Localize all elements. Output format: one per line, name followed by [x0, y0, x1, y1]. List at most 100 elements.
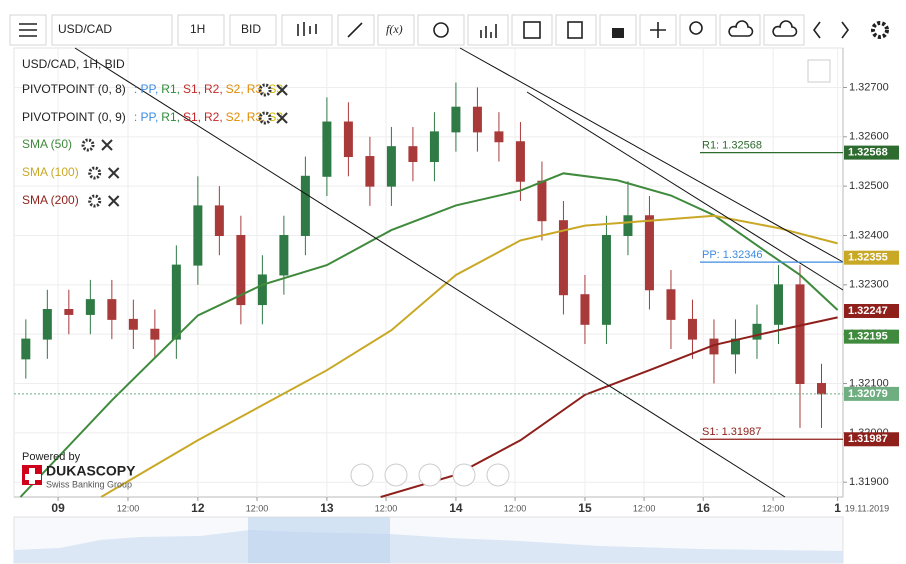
indicator-level: R2, [204, 110, 223, 124]
candle-body [816, 383, 826, 395]
candle-body [494, 131, 504, 143]
settings-button[interactable] [871, 21, 889, 39]
candle-body [687, 318, 697, 340]
x-tick-label: 09 [51, 501, 65, 515]
price-tag [844, 303, 899, 318]
candle-body [580, 294, 590, 325]
nav-right[interactable] [486, 463, 510, 487]
legend-label: SMA (50) [22, 137, 72, 151]
candle-body [515, 141, 525, 182]
overlay: R1: 1.32568 PP: 1.32346 S1: 1.31987 1.32568… [14, 140, 899, 447]
pivot-label: R1: 1.32568 [702, 140, 762, 152]
x-tick-label: 1 [834, 501, 841, 515]
prev-button[interactable] [813, 21, 821, 39]
brand: DUKASCOPY [46, 463, 136, 479]
candle-body [752, 323, 762, 340]
candle-body [451, 106, 461, 133]
zoom-button[interactable] [679, 14, 717, 46]
settings-icon [88, 194, 102, 208]
upload-button[interactable] [719, 14, 761, 46]
fx-button[interactable] [377, 14, 415, 46]
indicator-level: : PP, [134, 82, 158, 96]
bars-icon [480, 24, 497, 38]
y-tick-label: 1.32500 [849, 180, 889, 192]
powered-by: Powered by [22, 451, 81, 463]
report-button[interactable] [555, 14, 597, 46]
x-tick-label: 12:00 [246, 503, 269, 513]
download-button[interactable] [763, 14, 805, 46]
timeframe-select[interactable] [177, 14, 225, 46]
symbol-select[interactable] [51, 14, 173, 46]
trend-line [459, 47, 844, 263]
x-tick-label: 12:00 [633, 503, 656, 513]
candle-body [666, 289, 676, 320]
candle-body [279, 234, 289, 276]
timeframe: 1H [190, 22, 205, 36]
candle-body [300, 175, 310, 236]
candle-body [64, 309, 74, 315]
nav-left[interactable] [350, 463, 374, 487]
indicator-level: S2, [226, 82, 244, 96]
y-tick-label: 1.32100 [849, 377, 889, 389]
indicator-level: R3, [247, 110, 266, 124]
settings-icon [88, 166, 102, 180]
navigator-window[interactable] [248, 517, 390, 563]
indicator-level: R2, [204, 82, 223, 96]
trend-line [74, 47, 786, 498]
y-tick-label: 1.32600 [849, 131, 889, 143]
chart-type-button[interactable] [281, 14, 333, 46]
settings-icon [81, 138, 95, 152]
price-tag [844, 329, 899, 344]
pencil-icon [347, 22, 363, 38]
candle-body [429, 131, 439, 162]
info-button[interactable] [417, 14, 465, 46]
candle-body [322, 121, 332, 177]
price-tag-label: 1.32195 [848, 331, 888, 343]
pivot-label: S1: 1.31987 [702, 426, 761, 438]
indicator-level: R3, [247, 82, 266, 96]
price-tag [844, 432, 899, 447]
candle-body [214, 205, 224, 236]
candle-body [128, 318, 138, 330]
candle-body [623, 215, 633, 236]
candle-body [773, 284, 783, 325]
fx-label: f(x) [386, 22, 403, 36]
price-tag [844, 250, 899, 265]
nav-zoom-out[interactable] [384, 463, 408, 487]
indicator-level: S2, [226, 110, 244, 124]
price-tag [844, 386, 899, 401]
candle-body [408, 146, 418, 162]
candle-body [644, 215, 654, 291]
candle-body [386, 146, 396, 187]
y-tick-label: 1.31900 [849, 476, 889, 488]
nav-zoom-in[interactable] [452, 463, 476, 487]
price-tag-label: 1.32355 [848, 252, 888, 264]
menu-icon [19, 23, 37, 37]
next-button[interactable] [841, 21, 849, 39]
trend-line [526, 91, 844, 291]
x-tick-label: 12 [191, 501, 205, 515]
x-tick-label: 12:00 [504, 503, 527, 513]
navigator-area [14, 530, 843, 563]
candle-body [257, 274, 267, 306]
chart-title: USD/CAD, 1H, BID [22, 57, 125, 71]
x-tick-label: 12:00 [762, 503, 785, 513]
tagline: Swiss Banking Group [46, 479, 132, 489]
remove-icon [276, 112, 288, 124]
indicator-level: R1, [161, 110, 180, 124]
indicator-level: R1, [161, 82, 180, 96]
crosshair-icon [650, 22, 666, 38]
x-tick-label: 12:00 [375, 503, 398, 513]
side-select[interactable] [229, 14, 277, 46]
calendar-button[interactable] [511, 14, 553, 46]
expand-button[interactable] [807, 59, 831, 83]
candles-icon [297, 22, 317, 36]
nav-reset[interactable] [418, 463, 442, 487]
bars-button[interactable] [467, 14, 509, 46]
legend-label: SMA (200) [22, 193, 79, 207]
x-tick-label: 16 [697, 501, 711, 515]
y-tick-label: 1.32700 [849, 81, 889, 93]
price-tag-label: 1.31987 [848, 433, 888, 445]
legend-label: SMA (100) [22, 165, 79, 179]
nav-controls [350, 463, 510, 487]
